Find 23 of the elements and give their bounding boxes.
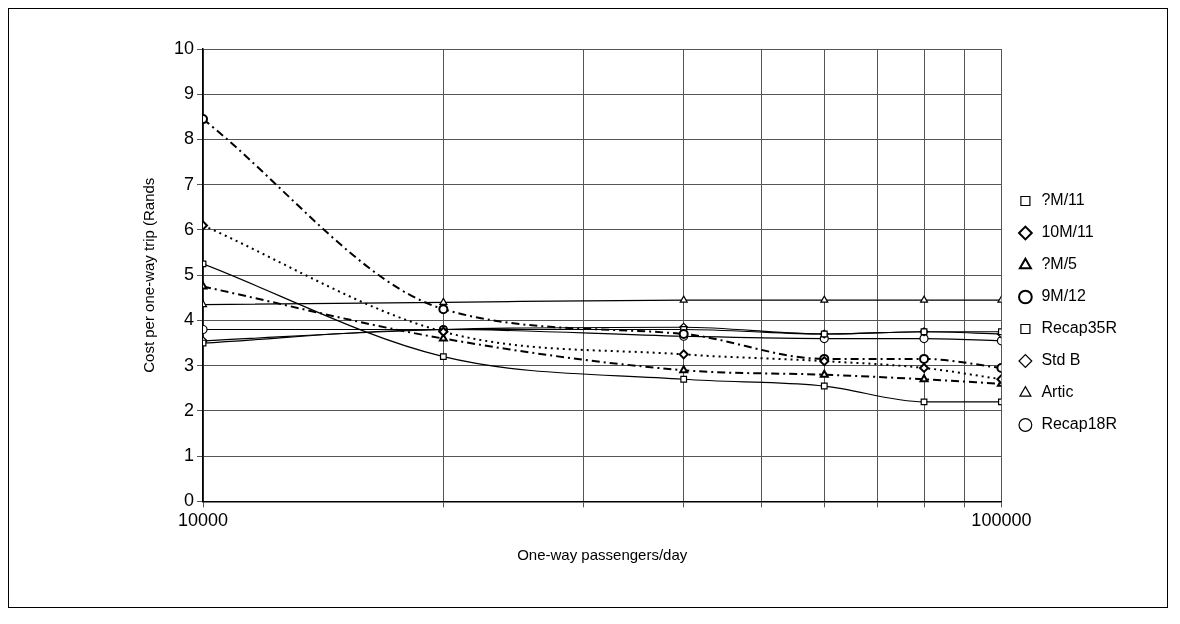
y-tick-label: 2 [184, 399, 195, 420]
legend-label: 10M/11 [1041, 223, 1094, 241]
y-tick-label: 4 [184, 309, 195, 330]
x-tick-label: 10000 [177, 510, 229, 531]
y-tick-label: 0 [184, 490, 195, 511]
y-tick-label: 6 [184, 218, 195, 239]
legend-label: ?M/5 [1041, 255, 1078, 273]
x-axis-title: One-way passengers/day [517, 546, 688, 564]
legend-label: Recap35R [1041, 319, 1118, 337]
y-tick-label: 3 [184, 354, 195, 375]
y-tick-label: 5 [184, 264, 195, 285]
y-tick-label: 7 [184, 173, 195, 194]
y-tick-label: 9 [184, 83, 195, 104]
x-tick-label: 100000 [971, 510, 1032, 531]
legend-label: Std B [1041, 351, 1081, 369]
y-tick-label: 8 [184, 128, 195, 149]
y-tick-label: 1 [184, 445, 195, 466]
y-tick-label: 10 [173, 37, 195, 58]
legend-label: 9M/12 [1041, 287, 1086, 305]
y-axis-title: Cost per one-way trip (Rands [140, 177, 158, 373]
legend-label: Artic [1041, 383, 1074, 401]
legend-label: ?M/11 [1041, 191, 1085, 209]
legend-label: Recap18R [1041, 415, 1118, 433]
